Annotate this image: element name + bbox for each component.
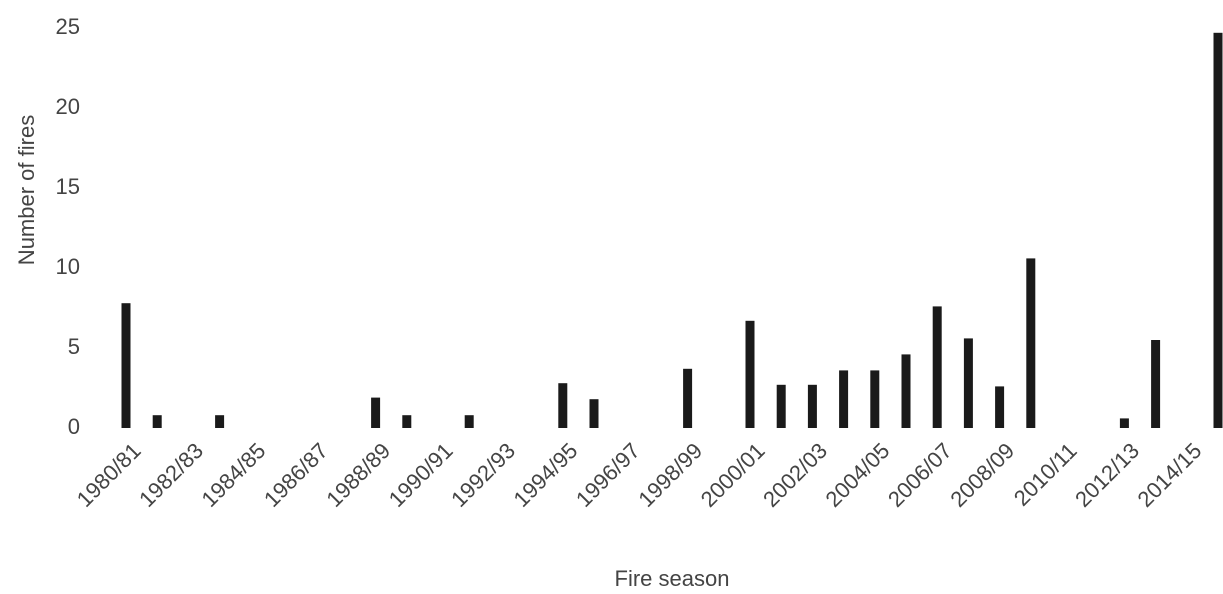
y-axis-title: Number of fires xyxy=(14,115,39,265)
x-tick-label: 1986/87 xyxy=(259,438,333,512)
bar xyxy=(776,384,786,428)
x-tick-label: 2002/03 xyxy=(758,438,832,512)
bar xyxy=(995,386,1005,428)
x-tick-label: 1994/95 xyxy=(509,438,583,512)
bar xyxy=(464,415,474,428)
bar xyxy=(1026,258,1036,428)
y-tick-label: 25 xyxy=(56,14,80,39)
bar xyxy=(152,415,162,428)
x-tick-label: 1990/91 xyxy=(384,438,458,512)
bar xyxy=(402,415,412,428)
x-tick-label: 2014/15 xyxy=(1133,438,1207,512)
x-tick-label: 2012/13 xyxy=(1070,438,1144,512)
bar xyxy=(745,320,755,428)
x-tick-label: 2000/01 xyxy=(696,438,770,512)
x-tick-label: 1980/81 xyxy=(72,438,146,512)
bar xyxy=(870,370,880,428)
bar xyxy=(901,354,911,428)
x-tick-label: 1992/93 xyxy=(446,438,520,512)
y-tick-label: 5 xyxy=(68,334,80,359)
bar xyxy=(683,368,693,428)
bar xyxy=(807,384,817,428)
bar xyxy=(215,415,225,428)
x-tick-label: 2008/09 xyxy=(945,438,1019,512)
y-tick-label: 15 xyxy=(56,174,80,199)
x-tick-label: 2004/05 xyxy=(821,438,895,512)
bar xyxy=(1151,340,1161,428)
x-tick-label: 2006/07 xyxy=(883,438,957,512)
y-tick-label: 10 xyxy=(56,254,80,279)
bar xyxy=(121,303,131,428)
y-tick-label: 0 xyxy=(68,414,80,439)
x-tick-label: 1982/83 xyxy=(134,438,208,512)
bar xyxy=(1213,32,1223,429)
x-tick-label: 1988/89 xyxy=(321,438,395,512)
y-tick-label: 20 xyxy=(56,94,80,119)
bar xyxy=(1119,418,1129,428)
bar xyxy=(839,370,849,428)
bar xyxy=(963,338,973,428)
x-axis-title: Fire season xyxy=(615,566,730,591)
bar xyxy=(589,399,599,428)
x-tick-label: 2010/11 xyxy=(1009,438,1082,511)
x-tick-label: 1996/97 xyxy=(571,438,645,512)
bar xyxy=(932,306,942,428)
x-tick-label: 1984/85 xyxy=(197,438,271,512)
x-tick-label: 1998/99 xyxy=(633,438,707,512)
bar xyxy=(558,383,568,428)
bar xyxy=(371,397,381,428)
